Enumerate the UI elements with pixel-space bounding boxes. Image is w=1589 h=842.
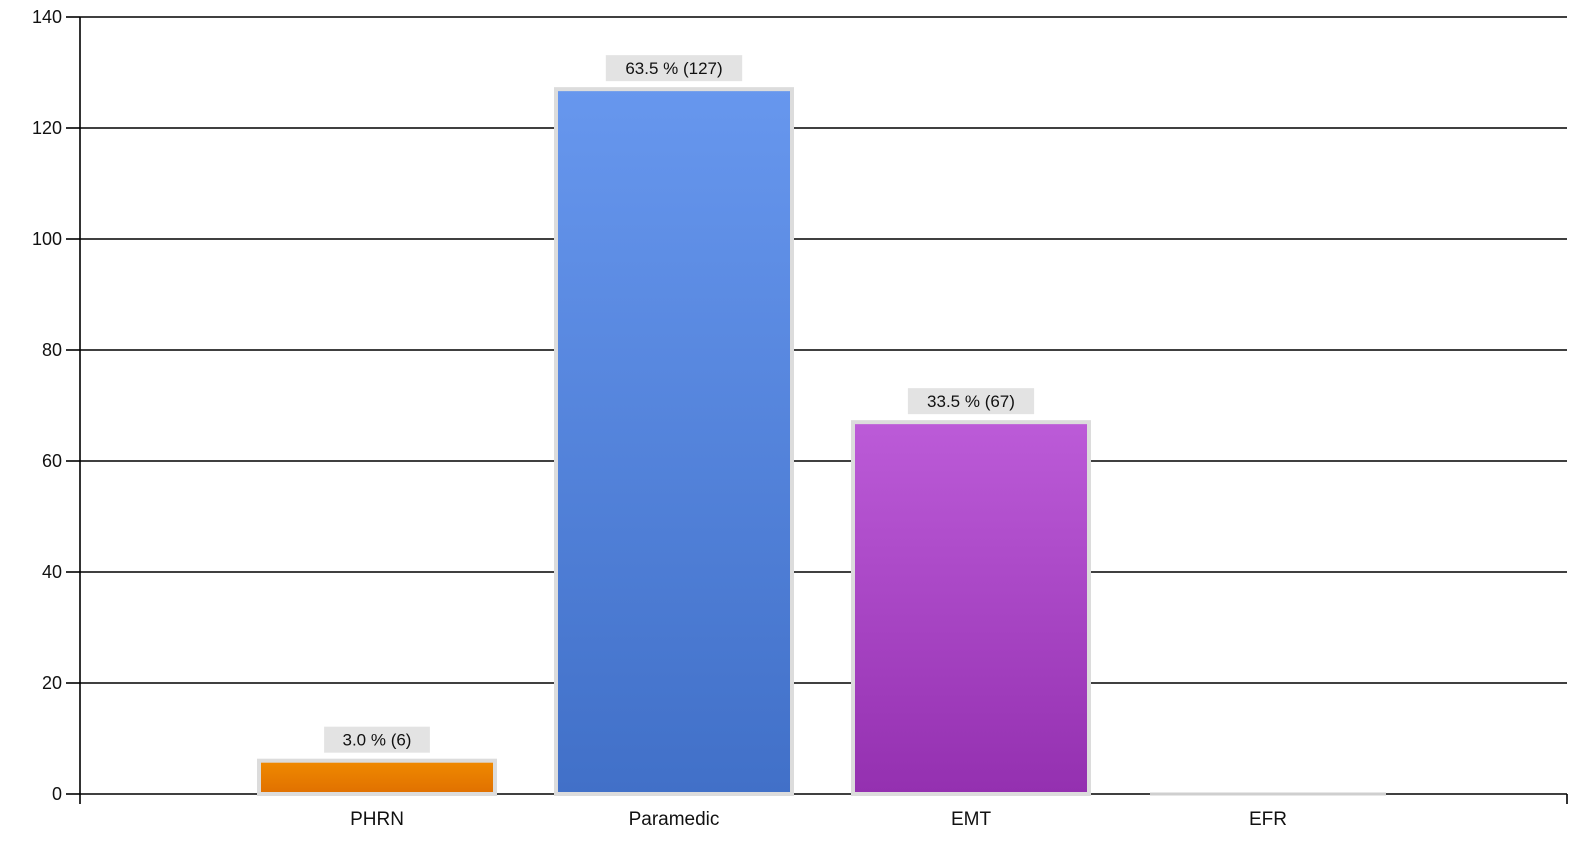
bar-emt (851, 420, 1091, 796)
y-tick-label: 60 (42, 451, 62, 471)
data-label-text: 33.5 % (67) (927, 392, 1015, 411)
x-category-label: EFR (1249, 809, 1287, 830)
y-tick-label: 0 (52, 784, 62, 804)
y-tick-label: 140 (32, 7, 62, 27)
bar-phrn (257, 758, 497, 797)
y-tick-label: 20 (42, 673, 62, 693)
y-tick-label: 100 (32, 229, 62, 249)
data-label: 3.0 % (6) (324, 726, 430, 753)
bars (257, 87, 1386, 797)
data-label-box (605, 55, 743, 82)
y-tick-label: 120 (32, 118, 62, 138)
x-category-label: PHRN (350, 809, 404, 830)
axes: 0 20 40 60 80 100 120 140 (32, 7, 1568, 804)
data-label: 63.5 % (127) (605, 55, 743, 82)
data-label-box (907, 388, 1035, 415)
data-label-box (324, 726, 430, 753)
y-tick-label: 80 (42, 340, 62, 360)
data-label: 33.5 % (67) (907, 388, 1035, 415)
y-tick-label: 40 (42, 562, 62, 582)
data-label-text: 63.5 % (127) (625, 59, 722, 78)
x-category-label: EMT (951, 809, 992, 830)
gridlines (80, 16, 1567, 684)
data-label-text: 3.0 % (6) (343, 731, 412, 750)
data-labels: PHRN 3.0 % (6) Paramedic 63.5 % (127) EMT 33.… (324, 55, 1287, 830)
bar-paramedic (554, 87, 794, 796)
x-category-label: Paramedic (629, 809, 720, 830)
